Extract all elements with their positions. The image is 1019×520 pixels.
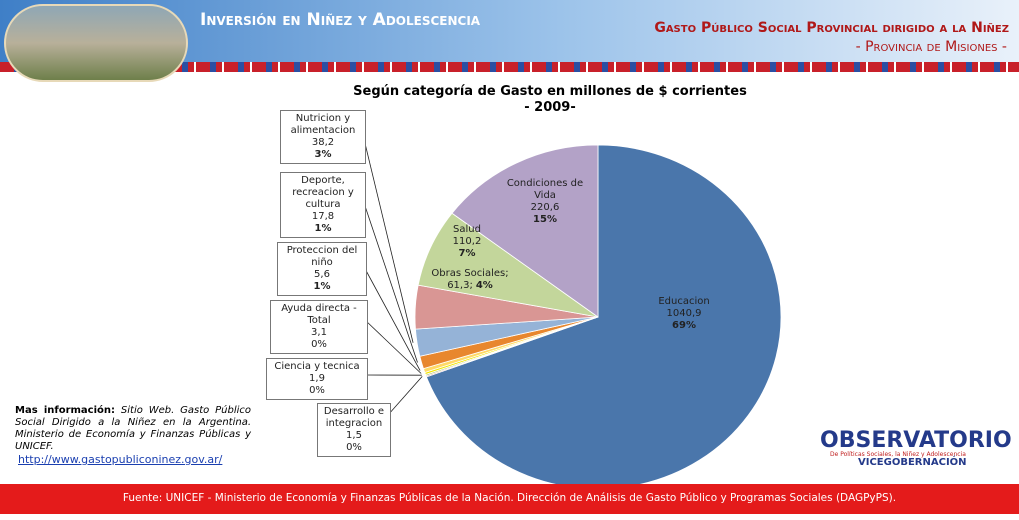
label-box: Ayuda directa - Total 3,1 0% [270, 300, 368, 354]
pie-slice [451, 144, 599, 318]
slice-label: Obras Sociales; 61,3; 4% [420, 268, 520, 292]
footer-band [0, 484, 1019, 514]
value-label: 110,2 [452, 236, 482, 247]
leader-line [364, 319, 422, 374]
header-right-title: Gasto Público Social Provincial dirigido… [654, 20, 1009, 36]
percent-label: 3% [314, 149, 332, 160]
value-label: 38,2 [311, 137, 335, 148]
slice-label: Condiciones de Vida 220,6 15% [500, 178, 590, 226]
footer-text: Fuente: UNICEF - Ministerio de Economía … [122, 492, 897, 504]
value-row: 61,3; 4% [420, 280, 520, 292]
value-label: 220,6 [530, 202, 560, 213]
value-label: 1,5 [346, 430, 362, 441]
category-label: Nutricion y alimentacion [290, 113, 356, 136]
percent-label: 0% [346, 442, 362, 453]
percent-label: 0% [311, 339, 327, 350]
category-label: Proteccion del niño [286, 245, 358, 268]
value-label: 3,1 [311, 327, 327, 338]
slice-label: Salud 110,2 7% [440, 224, 494, 260]
category-label: Desarrollo e integracion [323, 406, 385, 429]
header-right-subtitle: - Provincia de Misiones - [855, 39, 1007, 55]
percent-label: 0% [309, 385, 325, 396]
leader-line [362, 199, 418, 363]
category-label: Educacion [658, 296, 710, 307]
label-box: Nutricion y alimentacion 38,2 3% [280, 110, 366, 164]
category-label: Ciencia y tecnica [274, 361, 360, 372]
percent-label: 69% [672, 320, 696, 331]
leader-line [362, 134, 414, 343]
pie-slice [425, 144, 782, 490]
more-info-text: Sitio Web. Gasto Público Social Dirigido… [15, 405, 252, 452]
label-box: Deporte, recreacion y cultura 17,8 1% [280, 172, 366, 238]
more-info-label: Mas información: [15, 405, 116, 416]
value-label: 1,9 [309, 373, 325, 384]
leader-line [362, 264, 421, 371]
value-label: 17,8 [311, 211, 335, 222]
header-title: Inversión en Niñez y Adolescencia [200, 10, 481, 30]
percent-label: 15% [533, 214, 557, 225]
slice-label: Educacion 1040,9 69% [640, 296, 728, 332]
category-label: Ayuda directa - Total [281, 303, 357, 326]
percent-label: 1% [313, 281, 331, 292]
leader-line [387, 376, 423, 416]
logo-tagline: De Políticas Sociales, la Niñez y Adoles… [830, 451, 966, 458]
label-box: Proteccion del niño 5,6 1% [277, 242, 367, 296]
more-info-link[interactable]: http://www.gastopubliconinez.gov.ar/ [18, 453, 223, 466]
percent-label: 7% [458, 248, 476, 259]
value-label: 61,3; [447, 280, 473, 291]
label-box: Desarrollo e integracion 1,5 0% [317, 403, 391, 457]
category-label: Salud [453, 224, 481, 235]
chart-subtitle: - 2009- [524, 100, 576, 115]
category-label: Condiciones de Vida [506, 178, 584, 201]
header-stripe [0, 62, 1019, 72]
logo-sub: VICEGOBERNACIÓN [858, 457, 967, 468]
more-info: Mas información: Sitio Web. Gasto Públic… [15, 405, 251, 453]
value-label: 1040,9 [666, 308, 702, 319]
logo-name: OBSERVATORIO [820, 428, 1012, 453]
percent-label: 1% [314, 223, 332, 234]
category-label: Deporte, recreacion y cultura [292, 175, 354, 210]
label-box: Ciencia y tecnica 1,9 0% [266, 358, 368, 400]
value-label: 5,6 [314, 269, 330, 280]
chart-title: Según categoría de Gasto en millones de … [353, 84, 747, 99]
category-label: Obras Sociales; [431, 268, 509, 279]
percent-label: 4% [475, 280, 493, 291]
photo [4, 4, 188, 82]
